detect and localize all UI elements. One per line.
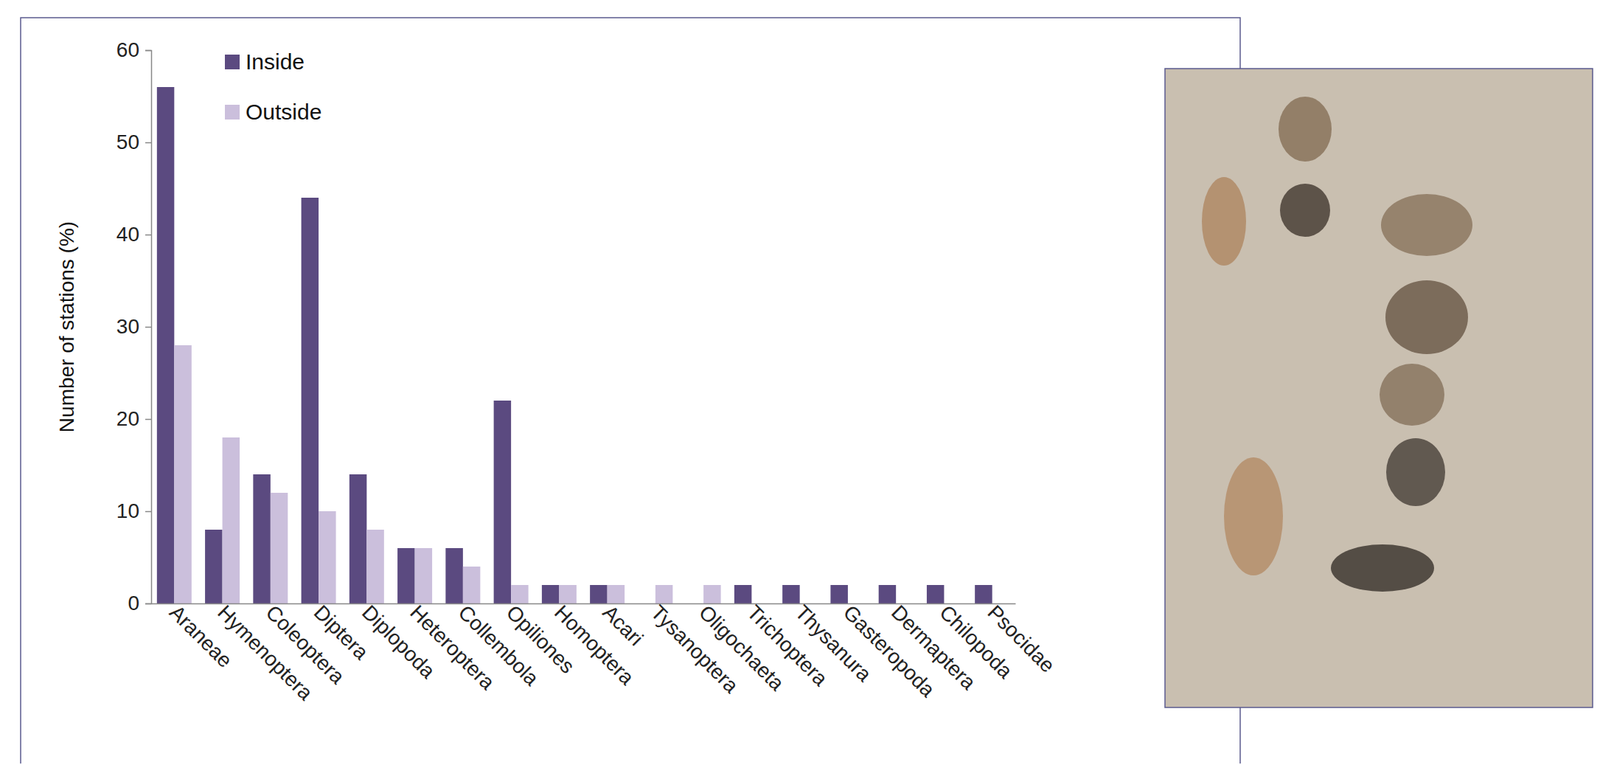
y-tick: 40 [116, 222, 152, 246]
y-tick-mark [145, 510, 152, 513]
x-axis: AraneaeHymenopteraColeopteraDipteraDiplo… [151, 600, 1060, 705]
photo-blob [1381, 193, 1473, 256]
x-tick-label: Psocidae [982, 600, 1059, 677]
bar [494, 400, 511, 604]
y-tick-label: 0 [127, 591, 140, 615]
x-tick-label: Acari [597, 600, 648, 650]
legend: Inside Outside [224, 49, 322, 124]
y-tick-mark [145, 142, 152, 144]
bars [157, 87, 993, 604]
bar [782, 584, 800, 604]
legend-swatch [224, 104, 240, 120]
y-tick: 50 [116, 130, 152, 154]
bar [318, 510, 336, 604]
chart-svg: 0 10 20 30 40 50 60 AraneaeHymenopteraColeopter… [0, 0, 1600, 765]
bar [252, 474, 270, 604]
bar [510, 584, 528, 604]
bar [558, 584, 576, 604]
y-tick-label: 10 [116, 499, 140, 523]
y-tick-label: 60 [116, 38, 140, 62]
x-tick: Acari [597, 600, 648, 650]
photo-blob [1201, 176, 1247, 266]
bar [397, 547, 415, 604]
photo-blob [1223, 457, 1283, 576]
photo-blob [1385, 280, 1469, 354]
photo-blob [1386, 437, 1446, 506]
y-tick-label: 40 [116, 222, 140, 246]
bar [926, 584, 944, 604]
photo [1164, 68, 1593, 708]
y-tick-label: 30 [116, 314, 140, 338]
bar [830, 584, 848, 604]
photo-ground [1164, 68, 1593, 708]
bar [703, 584, 721, 604]
bar [157, 87, 175, 604]
photo-blob [1330, 544, 1435, 592]
y-tick-mark [145, 50, 152, 52]
bar [607, 584, 625, 604]
legend-item: Outside [224, 99, 322, 124]
bar [445, 547, 463, 604]
bar [655, 584, 673, 604]
legend-item: Inside [224, 49, 305, 74]
y-axis-title: Number of stations (%) [55, 221, 79, 433]
y-tick-label: 50 [116, 130, 140, 154]
legend-label: Outside [245, 99, 322, 124]
y-tick: 0 [127, 591, 152, 615]
bar [415, 547, 433, 604]
bar [301, 197, 319, 604]
photo-blob [1280, 183, 1331, 237]
bar [366, 529, 384, 604]
legend-swatch [224, 54, 240, 70]
y-tick-mark [145, 326, 152, 329]
y-tick: 60 [116, 38, 152, 62]
bar [734, 584, 752, 604]
bar [878, 584, 896, 604]
y-tick-label: 20 [116, 407, 140, 430]
bar [541, 584, 559, 604]
y-tick: 20 [116, 407, 152, 430]
y-tick: 30 [116, 314, 152, 338]
bar [589, 584, 607, 604]
legend-label: Inside [245, 49, 305, 74]
x-tick: Psocidae [982, 600, 1059, 677]
y-axis: 0 10 20 30 40 50 60 [116, 38, 152, 615]
y-tick-mark [145, 603, 152, 605]
bar [222, 437, 240, 604]
bar [974, 584, 992, 604]
y-tick-mark [145, 418, 152, 421]
y-axis-line [145, 50, 152, 604]
photo-blob [1278, 96, 1332, 162]
bar [349, 474, 367, 604]
y-tick-mark [145, 234, 152, 236]
bar [463, 566, 480, 604]
bar [270, 492, 288, 604]
panel-frame [20, 17, 1241, 764]
bar [174, 345, 191, 604]
bar [204, 529, 222, 604]
photo-blob [1379, 363, 1445, 426]
y-tick: 10 [116, 499, 152, 523]
